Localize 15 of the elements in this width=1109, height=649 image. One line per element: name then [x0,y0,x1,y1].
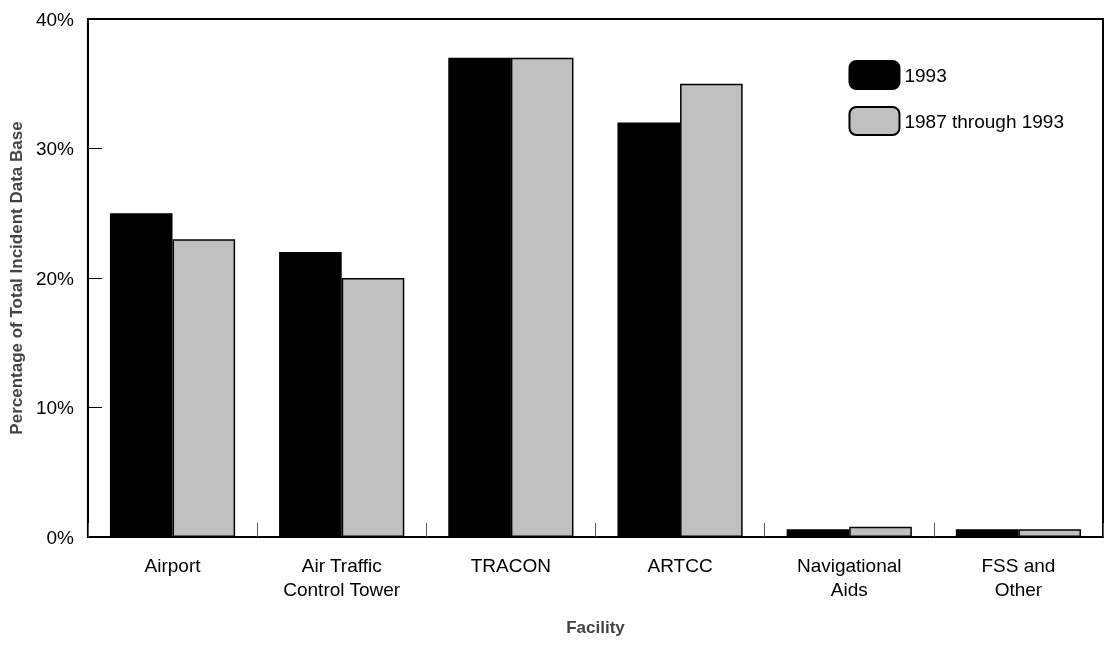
y-tick-label: 40% [35,8,75,30]
legend-label: 1993 [904,64,947,86]
y-tick-label: 10% [35,397,75,418]
x-axis-title: Facility [566,618,626,637]
y-tick-label: 20% [35,267,75,289]
x-tick-label: ARTCC [647,554,713,576]
x-tick-label: Navigational Aids [796,554,902,600]
x-tick-label: TRACON [470,554,551,576]
legend-label: 1987 through 1993 [904,110,1065,132]
y-axis-title: Percentage of Total Incident Data Base [7,121,26,435]
x-tick-label: Airport [144,554,202,576]
x-tick-label: Air Traffic Control Tower [283,554,401,600]
y-tick-label: 0% [46,526,75,548]
x-tick-label: FSS and Other [981,554,1056,600]
y-tick-label: 30% [35,138,75,159]
